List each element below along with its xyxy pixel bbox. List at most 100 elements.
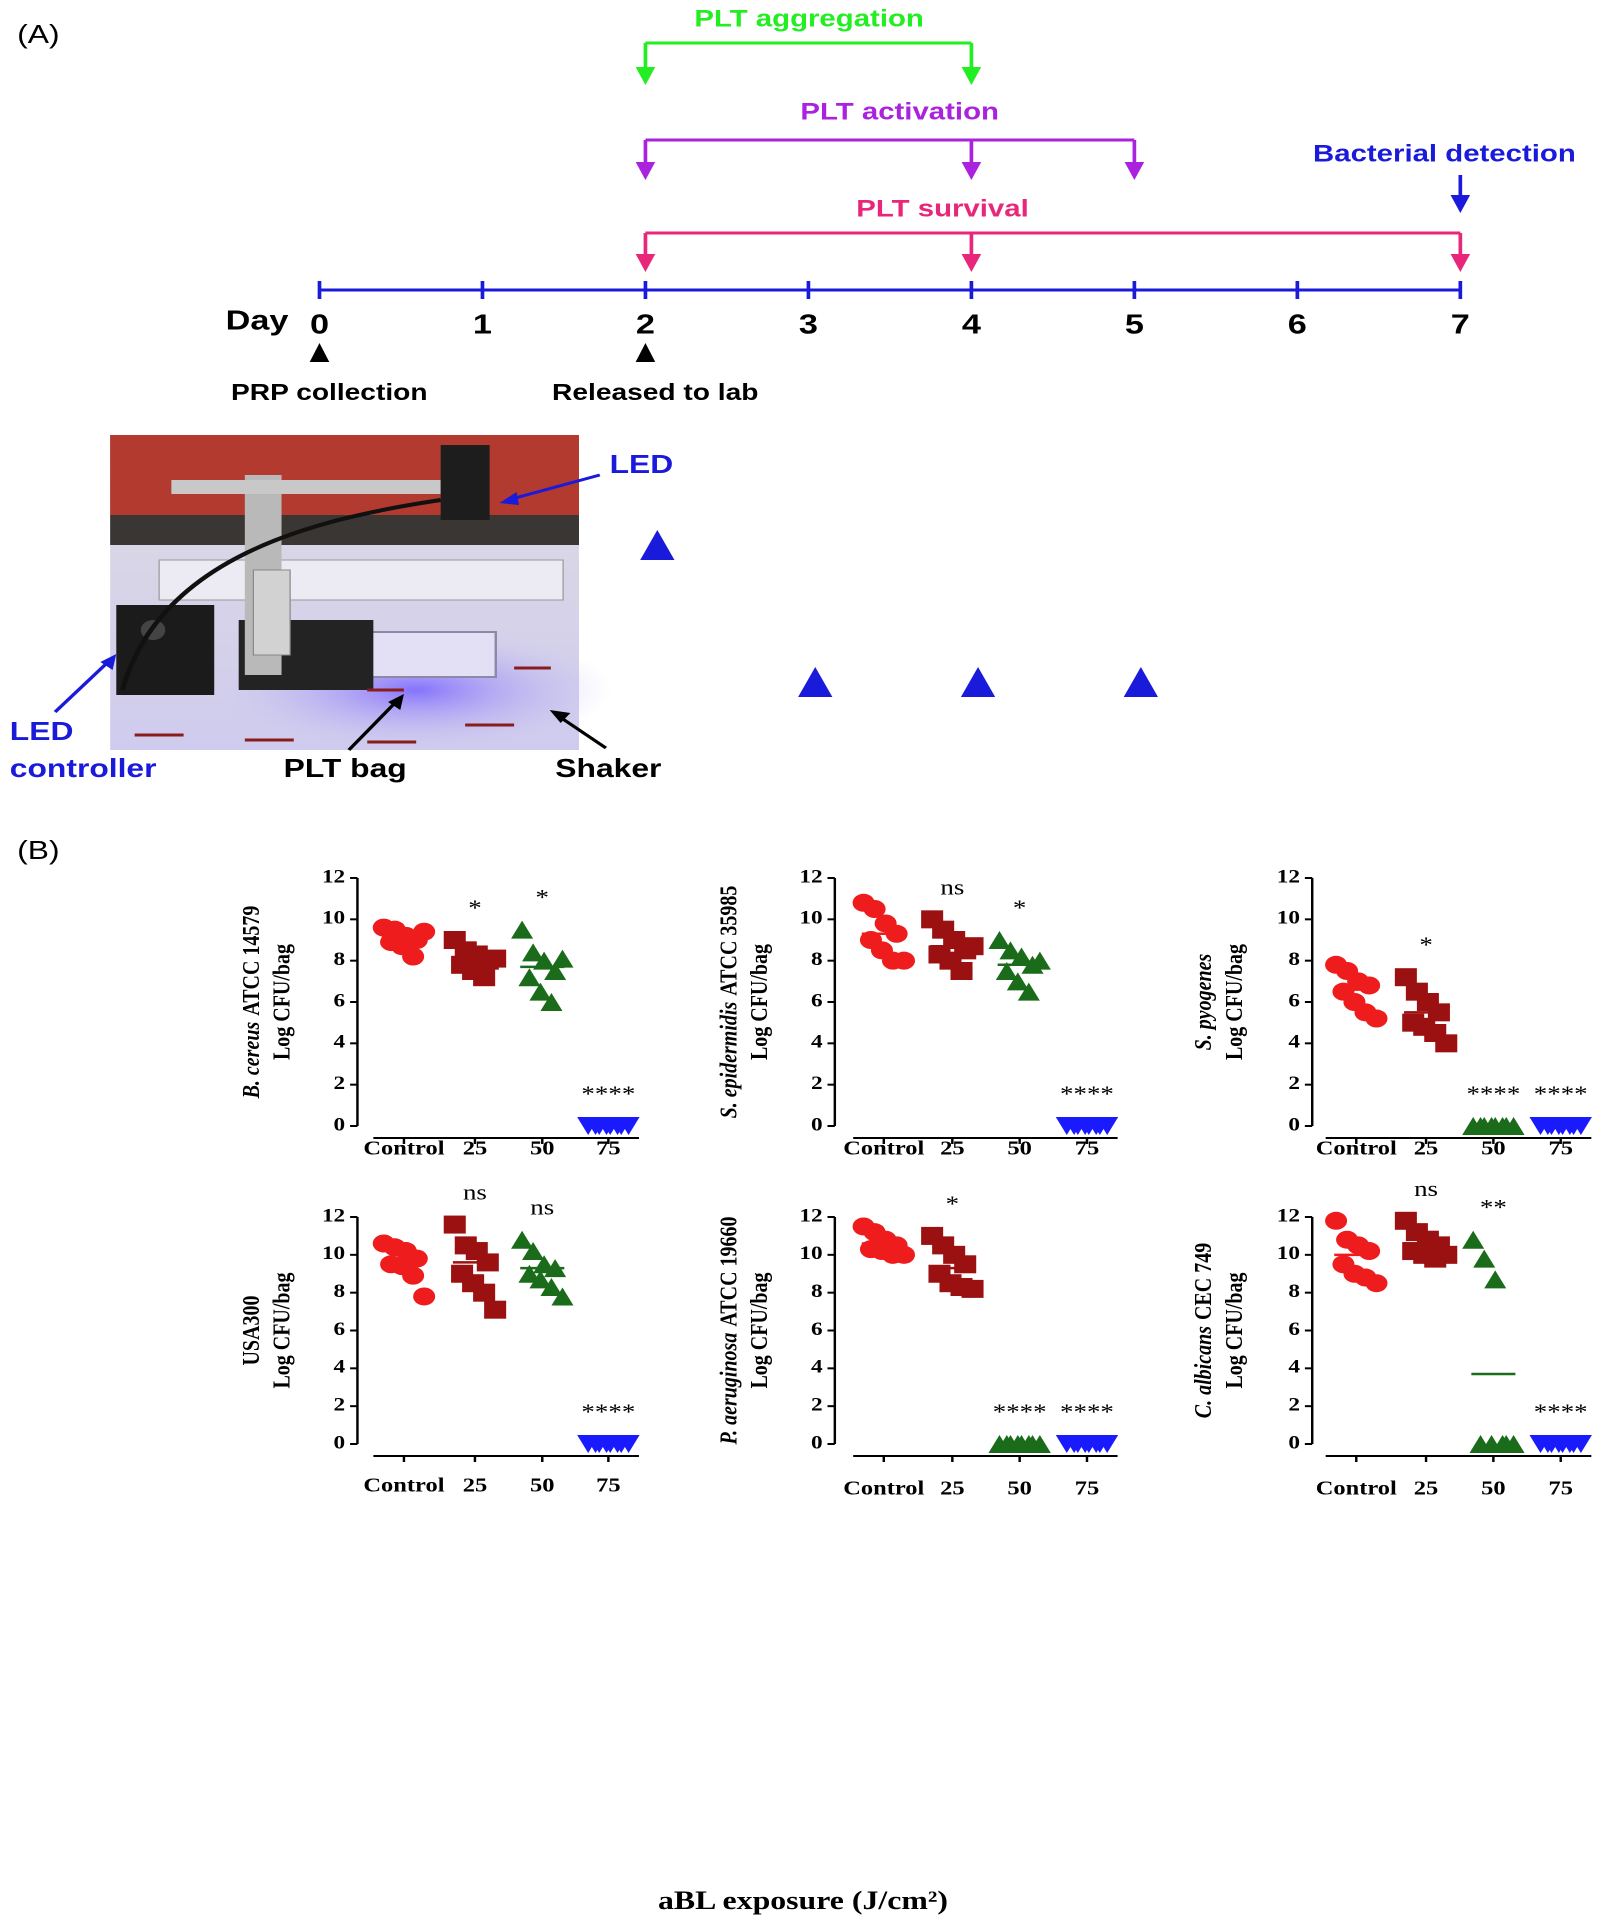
y-tick-label: 10 — [322, 907, 345, 928]
x-tick-label: Control — [843, 1137, 924, 1159]
y-tick-label: 0 — [811, 1431, 823, 1452]
point — [511, 920, 534, 939]
significance-label: **** — [993, 1400, 1047, 1424]
significance-label: * — [536, 886, 549, 910]
x-tick-label: Control — [1316, 1137, 1397, 1159]
point — [961, 1279, 984, 1298]
x-tick-label: Control — [843, 1477, 924, 1499]
y-tick-label: 10 — [1277, 1242, 1300, 1263]
y-tick-label: 0 — [334, 1113, 346, 1134]
x-tick-label: 25 — [940, 1137, 964, 1159]
point — [954, 1255, 977, 1274]
x-tick-label: 75 — [596, 1137, 620, 1159]
phase-arrow-head — [635, 162, 656, 180]
y-tick-label: 12 — [322, 865, 345, 886]
phase-label: Bacterial detection — [1313, 140, 1576, 167]
photo-label: controller — [10, 754, 157, 783]
point — [892, 1245, 916, 1264]
significance-label: ns — [530, 1196, 554, 1220]
point — [1010, 947, 1033, 966]
point — [1358, 976, 1381, 995]
photo-label: LED — [10, 717, 74, 746]
y-tick-label: 10 — [799, 1242, 822, 1263]
y-tick-label: 8 — [334, 1280, 346, 1301]
point — [995, 962, 1018, 980]
point — [518, 1264, 541, 1283]
x-tick-label: 25 — [1414, 1137, 1438, 1159]
point — [522, 1242, 545, 1261]
point — [529, 1270, 552, 1289]
phase-arrow-head — [635, 67, 656, 85]
significance-label: * — [468, 896, 481, 920]
significance-label: **** — [581, 1082, 635, 1106]
y-axis-label: Log CFU/bag — [268, 944, 295, 1060]
y-tick-label: 4 — [811, 1356, 823, 1377]
y-tick-label: 12 — [1277, 1204, 1300, 1225]
y-tick-label: 8 — [1288, 1280, 1300, 1301]
photo-annotations — [53, 473, 1158, 751]
y-tick-label: 0 — [334, 1431, 346, 1452]
x-tick-label: 75 — [1075, 1477, 1099, 1499]
significance-label: **** — [1534, 1400, 1588, 1424]
significance-label: * — [946, 1192, 959, 1216]
x-tick-label: 75 — [1548, 1477, 1572, 1499]
significance-label: **** — [1060, 1082, 1114, 1106]
y-tick-label: 4 — [334, 1031, 346, 1052]
point — [484, 1300, 507, 1319]
point — [1484, 1270, 1507, 1289]
y-tick-label: 2 — [811, 1072, 823, 1093]
phase-arrow — [961, 43, 982, 85]
significance-label: **** — [1466, 1082, 1520, 1106]
point — [529, 982, 552, 1001]
organism-name: S. epidermidis — [714, 1001, 741, 1118]
photo-label: PLT bag — [284, 754, 407, 783]
y-tick-label: 0 — [1288, 1431, 1300, 1452]
phase-arrow-head — [1450, 195, 1471, 213]
point — [1365, 1009, 1388, 1028]
x-tick-label: Control — [363, 1137, 444, 1159]
significance-label: ns — [940, 876, 964, 900]
y-tick-label: 4 — [1288, 1356, 1300, 1377]
x-tick-label: 25 — [940, 1477, 964, 1499]
y-tick-label: 6 — [811, 989, 823, 1010]
point — [511, 1230, 534, 1249]
y-tick-label: 4 — [811, 1031, 823, 1052]
significance-label: ns — [463, 1181, 487, 1205]
y-tick-label: 8 — [811, 1280, 823, 1301]
x-tick-label: 50 — [1481, 1137, 1505, 1159]
x-axis-label: aBL exposure (J/cm²) — [658, 1887, 948, 1916]
point — [1435, 1034, 1458, 1053]
y-tick-label: 8 — [334, 948, 346, 969]
point — [551, 1287, 574, 1306]
phase-arrow-head — [635, 254, 656, 272]
x-tick-label: 50 — [1007, 1137, 1031, 1159]
organism-name: C. albicans — [1189, 1326, 1216, 1418]
phase-arrow — [1124, 140, 1145, 180]
y-tick-label: 0 — [1288, 1113, 1300, 1134]
y-tick-label: 4 — [334, 1356, 346, 1377]
significance-label: **** — [1534, 1082, 1588, 1106]
milestone-label: PRP collection — [231, 380, 427, 405]
point — [402, 947, 425, 966]
phase-arrow — [635, 140, 656, 180]
y-axis-label: Log CFU/bag — [745, 944, 772, 1060]
strain-name: CEC 749 — [1189, 1243, 1216, 1320]
timeline-axis-label: Day — [226, 304, 290, 335]
phase-label: PLT aggregation — [694, 5, 923, 32]
point — [892, 951, 916, 970]
x-tick-label: 50 — [1481, 1477, 1505, 1499]
point — [999, 941, 1022, 960]
point — [1017, 982, 1040, 1001]
y-tick-label: 10 — [799, 907, 822, 928]
y-tick-label: 10 — [1277, 907, 1300, 928]
point — [551, 949, 574, 968]
panel-label: (A) — [17, 20, 59, 49]
phase-arrow — [961, 233, 982, 272]
y-tick-label: 12 — [799, 1204, 822, 1225]
organism-name: P. aeruginosa — [714, 1333, 741, 1446]
significance-label: ns — [1414, 1177, 1438, 1201]
timeline-day-label: 2 — [636, 308, 655, 339]
timeline-day-label: 4 — [962, 308, 982, 339]
y-tick-label: 2 — [811, 1394, 823, 1415]
point — [522, 943, 545, 962]
